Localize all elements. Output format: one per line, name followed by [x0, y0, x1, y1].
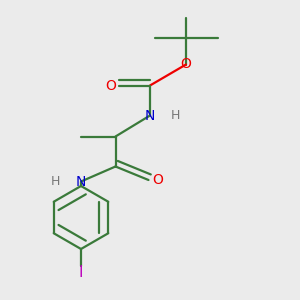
Text: O: O: [181, 58, 191, 71]
Text: N: N: [145, 109, 155, 122]
Text: O: O: [106, 79, 116, 92]
Text: O: O: [152, 173, 163, 187]
Text: H: H: [171, 109, 180, 122]
Text: H: H: [51, 175, 60, 188]
Text: I: I: [79, 265, 83, 280]
Text: N: N: [76, 175, 86, 188]
